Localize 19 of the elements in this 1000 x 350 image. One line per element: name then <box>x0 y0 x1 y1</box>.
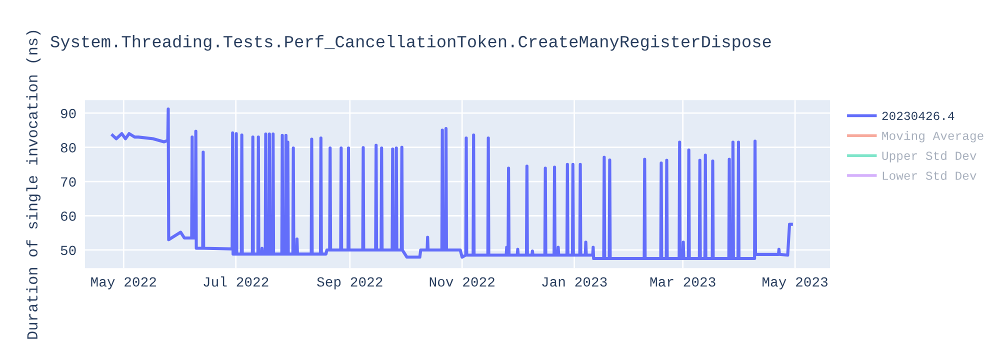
y-tick-label: 80 <box>60 143 76 152</box>
y-axis-title: Duration of single invocation (ns) <box>26 30 41 339</box>
x-tick-label: Jul 2022 <box>204 276 268 287</box>
y-tick-label: 70 <box>61 177 76 187</box>
x-tick-label: May 2022 <box>91 277 156 290</box>
chart-title: System.Threading.Tests.Perf_CancellationToken.CreateManyRegisterDispose <box>50 34 771 51</box>
line-series <box>111 107 793 260</box>
x-tick-label: May 2023 <box>762 277 828 290</box>
y-tick-label: 60 <box>61 211 76 221</box>
legend-label: Upper Std Dev <box>882 151 976 162</box>
x-tick-label: Nov 2022 <box>430 277 494 287</box>
x-tick-label: Mar 2023 <box>650 277 716 287</box>
y-tick-label: 90 <box>60 108 76 118</box>
y-tick-label: 50 <box>60 246 76 256</box>
legend-label: Moving Average <box>882 131 984 142</box>
legend-label: Lower Std Dev <box>882 170 976 180</box>
x-tick-label: Jan 2023 <box>542 277 607 287</box>
legend-label: 20230426.4 <box>882 112 954 120</box>
x-tick-label: Sep 2022 <box>317 277 382 290</box>
